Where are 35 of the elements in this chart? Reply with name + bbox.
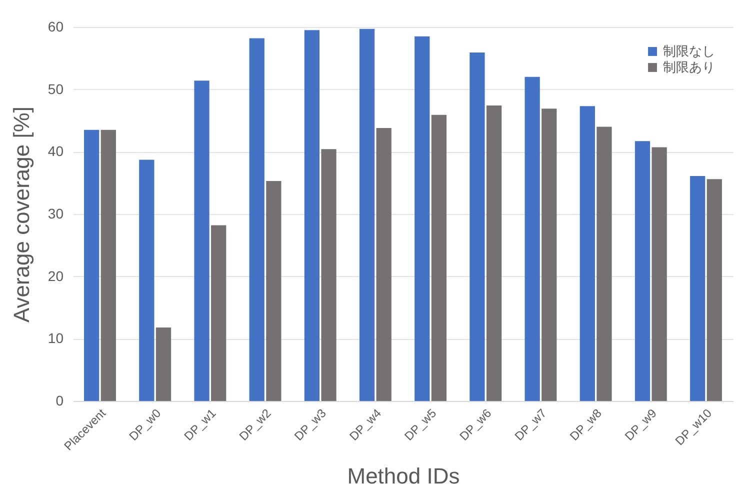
bar	[266, 180, 282, 401]
bar	[706, 179, 722, 401]
y-tick-label: 0	[56, 392, 64, 408]
bar	[84, 130, 100, 401]
legend-label: 制限あり	[663, 60, 715, 74]
y-tick-label: 20	[48, 268, 64, 284]
bar	[156, 327, 172, 401]
bar	[194, 80, 210, 401]
bar	[690, 176, 706, 401]
bar	[414, 36, 430, 401]
y-tick-label: 10	[48, 330, 64, 346]
legend-label: 制限なし	[663, 44, 715, 58]
x-axis-title: Method IDs	[347, 464, 460, 489]
bar	[580, 106, 595, 401]
bar	[542, 108, 557, 401]
bar	[524, 76, 540, 401]
bar	[376, 128, 392, 401]
bar	[431, 114, 447, 401]
bar	[139, 160, 154, 401]
bar	[652, 147, 667, 401]
bar	[634, 141, 650, 401]
y-tick-label: 50	[48, 80, 64, 97]
bar	[359, 28, 375, 401]
y-axis-title: Average coverage [%]	[8, 106, 34, 323]
y-tick-label: 30	[48, 206, 64, 222]
bar	[100, 130, 116, 401]
bar	[249, 38, 264, 401]
bar	[211, 225, 226, 401]
bar	[321, 149, 336, 401]
bar	[486, 106, 502, 401]
bar	[470, 52, 485, 401]
y-tick-label: 60	[48, 18, 64, 34]
bar	[596, 126, 612, 401]
bar	[304, 30, 320, 401]
y-tick-label: 40	[48, 143, 64, 160]
